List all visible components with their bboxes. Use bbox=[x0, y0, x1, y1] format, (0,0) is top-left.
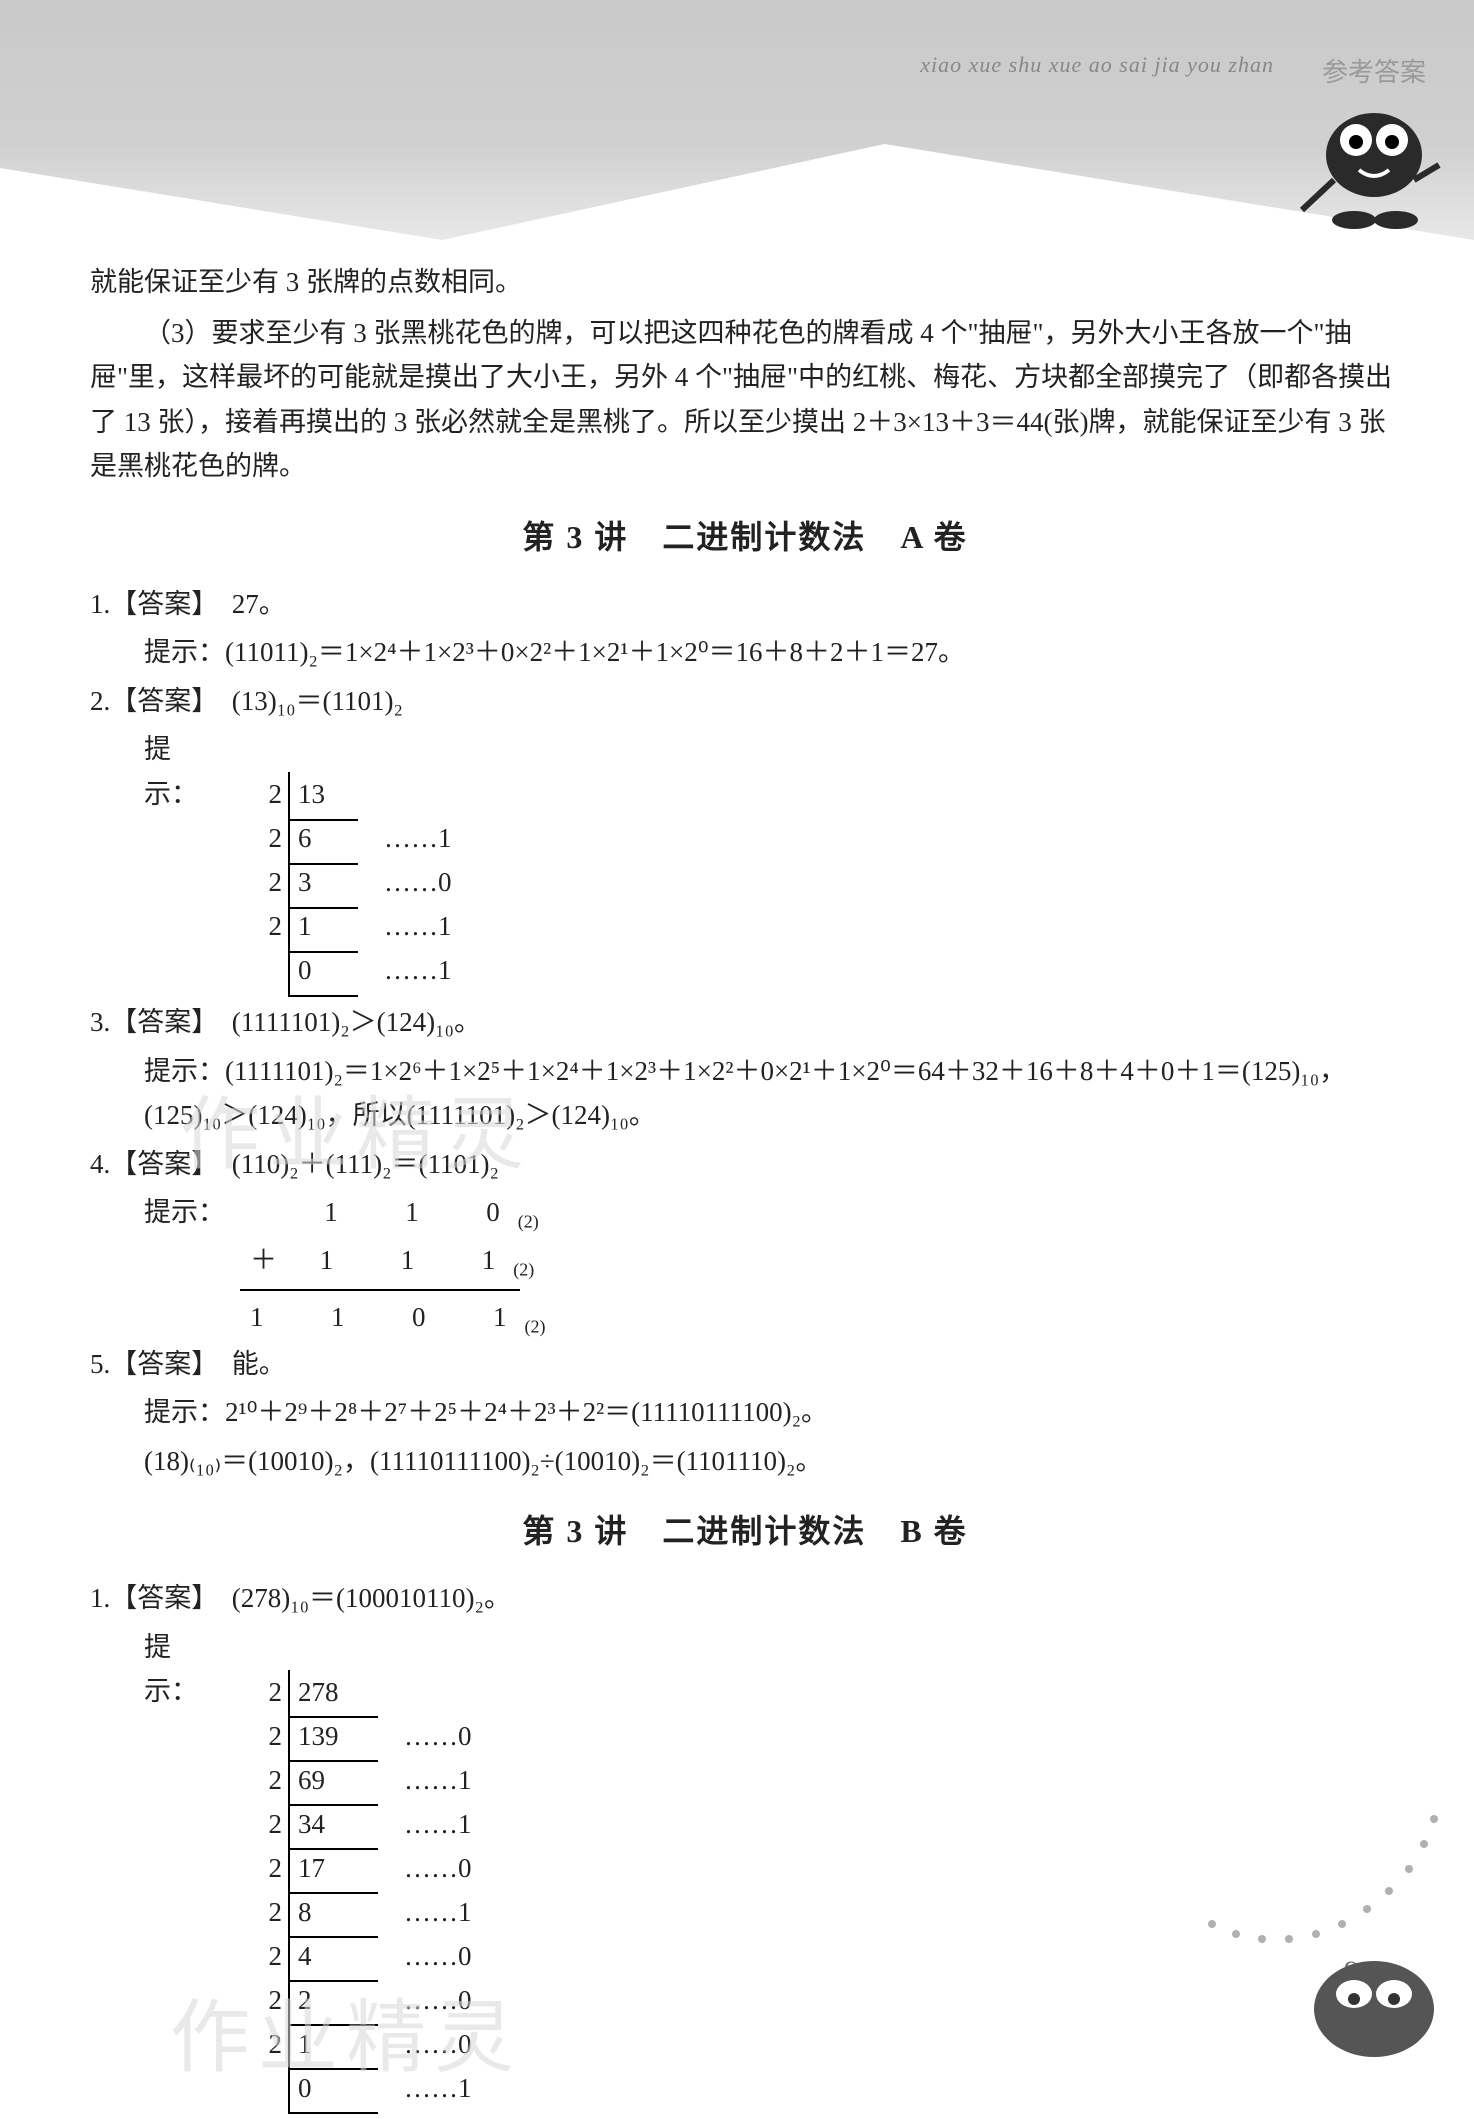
ld-quotient: 8 bbox=[288, 1890, 378, 1939]
ld-quotient: 3 bbox=[288, 860, 358, 909]
long-division-row: 26……1 bbox=[260, 816, 1400, 860]
add-rule bbox=[240, 1289, 520, 1291]
add-row-1: 1 1 0 bbox=[250, 1197, 518, 1227]
ld-quotient: 17 bbox=[288, 1846, 378, 1895]
a-q3-hint: 提示：(1111101)₂＝1×2⁶＋1×2⁵＋1×2⁴＋1×2³＋1×2²＋0… bbox=[90, 1049, 1400, 1138]
long-division-row: 2278 bbox=[260, 1670, 1400, 1714]
ld-divisor: 2 bbox=[260, 1802, 288, 1847]
ld-remainder: ……1 bbox=[378, 1802, 472, 1847]
add-sub-2: (2) bbox=[513, 1259, 534, 1279]
ld-remainder: ……1 bbox=[358, 948, 452, 993]
ld-divisor: 2 bbox=[260, 1758, 288, 1803]
a-q2-long-division: 21326……123……021……10……1 bbox=[260, 772, 1400, 992]
header-banner bbox=[0, 0, 1474, 240]
a-q1-hint: 提示：(11011)₂＝1×2⁴＋1×2³＋0×2²＋1×2¹＋1×2⁰＝16＋… bbox=[90, 630, 1400, 675]
header-pinyin: xiao xue shu xue ao sai jia you zhan bbox=[920, 52, 1274, 78]
b-q1-hint-prefix: 提示： bbox=[90, 1625, 200, 1714]
ld-divisor: 2 bbox=[260, 904, 288, 949]
ld-remainder: ……0 bbox=[378, 1934, 472, 1979]
b-q1-label: 1.【答案】 (278)₁₀＝(100010110)₂。 bbox=[90, 1576, 1400, 1621]
ld-quotient: 34 bbox=[288, 1802, 378, 1851]
ld-quotient: 139 bbox=[288, 1714, 378, 1763]
ld-divisor: 2 bbox=[260, 1670, 288, 1715]
long-division-row: 0……1 bbox=[260, 2066, 1400, 2110]
ld-remainder: ……1 bbox=[358, 816, 452, 861]
a-q2-label: 2.【答案】 (13)₁₀＝(1101)₂ bbox=[90, 679, 1400, 724]
a-q5-hint-1: 提示：2¹⁰＋2⁹＋2⁸＋2⁷＋2⁵＋2⁴＋2³＋2²＝(11110111100… bbox=[90, 1390, 1400, 1435]
add-sub-3: (2) bbox=[525, 1316, 546, 1336]
ld-remainder: ……1 bbox=[358, 904, 452, 949]
long-division-row: 0……1 bbox=[260, 948, 1400, 992]
ld-quotient: 6 bbox=[288, 816, 358, 865]
ld-quotient: 1 bbox=[288, 2022, 378, 2071]
ld-divisor: 2 bbox=[260, 1934, 288, 1979]
ld-quotient: 0 bbox=[288, 948, 358, 997]
ld-quotient: 2 bbox=[288, 1978, 378, 2027]
ld-divisor: 2 bbox=[260, 1714, 288, 1759]
ld-quotient: 278 bbox=[288, 1670, 378, 1719]
ld-divisor: 2 bbox=[260, 1890, 288, 1935]
add-row-2: ＋ 1 1 1 bbox=[250, 1245, 513, 1275]
long-division-row: 213 bbox=[260, 772, 1400, 816]
intro-line-2: （3）要求至少有 3 张黑桃花色的牌，可以把这四种花色的牌看成 4 个"抽屉"，… bbox=[90, 311, 1400, 489]
a-q2-hint-prefix: 提示： bbox=[90, 727, 200, 816]
ld-divisor: 2 bbox=[260, 772, 288, 817]
intro-line-1: 就能保证至少有 3 张牌的点数相同。 bbox=[90, 260, 1400, 305]
a-q4-label: 4.【答案】 (110)₂＋(111)₂＝(1101)₂ bbox=[90, 1142, 1400, 1187]
ld-quotient: 69 bbox=[288, 1758, 378, 1807]
ld-divisor: 2 bbox=[260, 1978, 288, 2023]
ld-quotient: 4 bbox=[288, 1934, 378, 1983]
ld-remainder: ……1 bbox=[378, 1758, 472, 1803]
long-division-row: 23……0 bbox=[260, 860, 1400, 904]
ld-remainder: ……0 bbox=[378, 1846, 472, 1891]
ld-remainder: ……0 bbox=[378, 1978, 472, 2023]
a-q5-label: 5.【答案】 能。 bbox=[90, 1342, 1400, 1387]
long-division-row: 2139……0 bbox=[260, 1714, 1400, 1758]
a-q5-hint-2: (18)₍₁₀₎＝(10010)₂，(11110111100)₂÷(10010)… bbox=[90, 1439, 1400, 1484]
ld-remainder: ……0 bbox=[358, 860, 452, 905]
ld-divisor: 2 bbox=[260, 2022, 288, 2067]
ld-quotient: 1 bbox=[288, 904, 358, 953]
ld-remainder: ……1 bbox=[378, 2066, 472, 2111]
ld-divisor: 2 bbox=[260, 860, 288, 905]
add-sub-1: (2) bbox=[518, 1212, 539, 1232]
ld-remainder: ……1 bbox=[378, 1890, 472, 1935]
ld-divisor: 2 bbox=[260, 816, 288, 861]
ld-remainder: ……0 bbox=[378, 1714, 472, 1759]
ld-remainder: ……0 bbox=[378, 2022, 472, 2067]
a-q1-label: 1.【答案】 27。 bbox=[90, 582, 1400, 627]
section-a-title: 第 3 讲 二进制计数法 A 卷 bbox=[90, 511, 1400, 564]
long-division-row: 21……1 bbox=[260, 904, 1400, 948]
add-row-3: 1 1 0 1 bbox=[250, 1302, 525, 1332]
a-q4-binary-addition: 1 1 0(2) ＋ 1 1 1(2) 1 1 0 1(2) bbox=[250, 1190, 546, 1341]
a-q3-label: 3.【答案】 (1111101)₂＞(124)₁₀。 bbox=[90, 1000, 1400, 1045]
ld-quotient: 13 bbox=[288, 772, 358, 821]
corner-dot-arc-icon bbox=[1174, 1779, 1454, 2059]
mascot-top-icon bbox=[1284, 80, 1444, 240]
section-b-title: 第 3 讲 二进制计数法 B 卷 bbox=[90, 1505, 1400, 1558]
ld-divisor: 2 bbox=[260, 1846, 288, 1891]
ld-quotient: 0 bbox=[288, 2066, 378, 2115]
a-q4-hint-prefix: 提示： bbox=[90, 1190, 250, 1235]
